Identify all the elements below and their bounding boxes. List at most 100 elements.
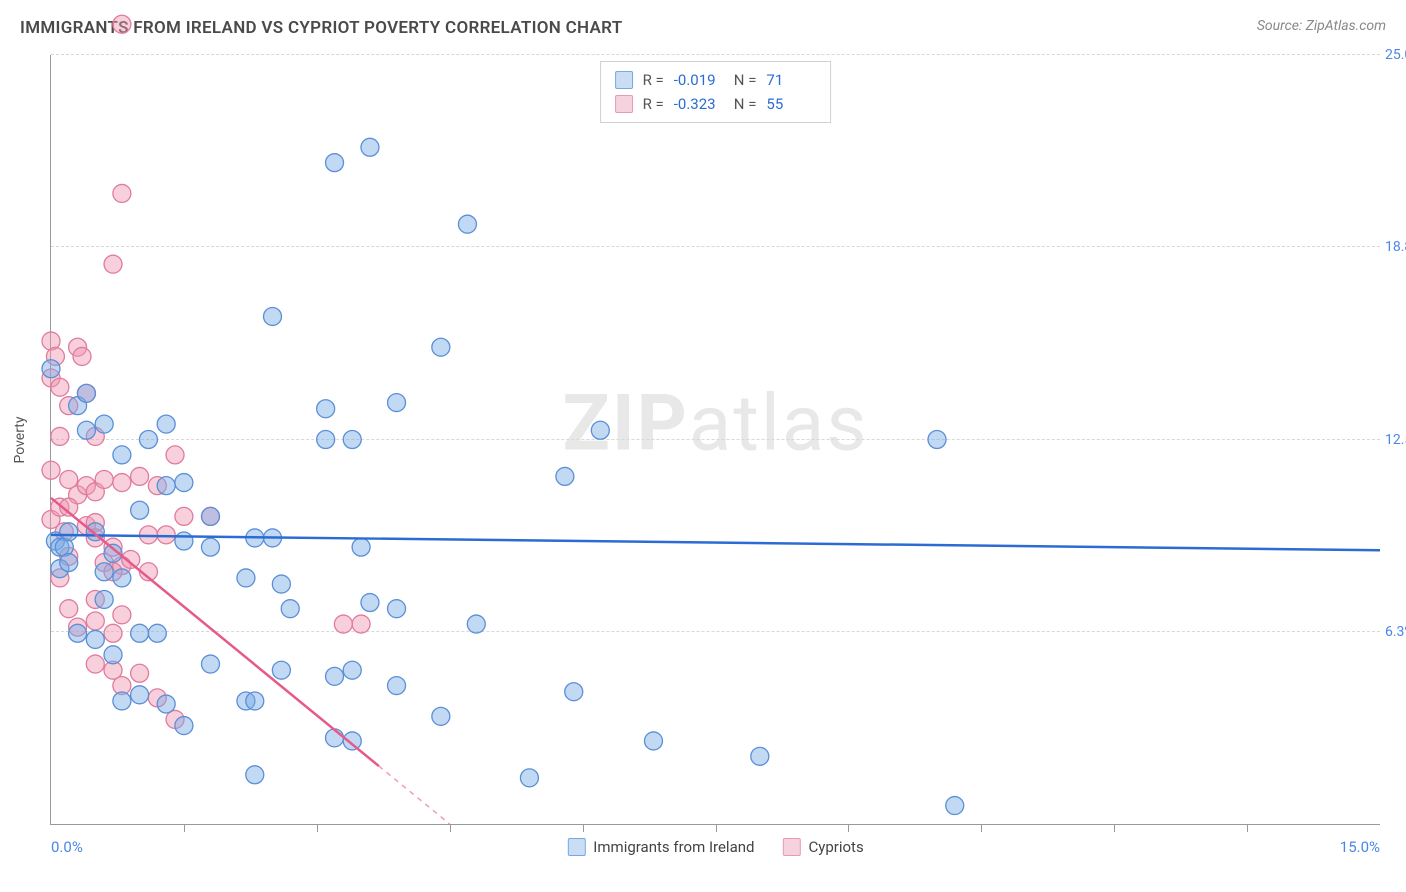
legend-item-blue: Immigrants from Ireland: [567, 838, 754, 856]
data-point: [69, 624, 87, 642]
y-tick-label: 6.3%: [1385, 624, 1406, 640]
data-point: [272, 575, 290, 593]
data-point: [51, 378, 69, 396]
x-tick: [848, 824, 849, 832]
data-point: [139, 431, 157, 449]
data-point: [42, 461, 60, 479]
data-point: [556, 467, 574, 485]
data-point: [175, 717, 193, 735]
swatch-blue-icon: [567, 838, 585, 856]
data-point: [343, 431, 361, 449]
y-axis-label: Poverty: [12, 416, 28, 463]
data-point: [60, 554, 78, 572]
source-label: Source: ZipAtlas.com: [1257, 18, 1386, 34]
y-tick-label: 18.8%: [1385, 239, 1406, 255]
x-tick: [184, 824, 185, 832]
data-point: [131, 501, 149, 519]
data-point: [317, 431, 335, 449]
data-point: [458, 215, 476, 233]
data-point: [157, 477, 175, 495]
data-point: [591, 421, 609, 439]
data-point: [201, 507, 219, 525]
y-tick-label: 12.5%: [1385, 432, 1406, 448]
swatch-pink: [615, 95, 633, 113]
data-point: [352, 538, 370, 556]
data-point: [467, 615, 485, 633]
data-point: [175, 507, 193, 525]
data-point: [131, 664, 149, 682]
r-value-pink: -0.323: [674, 92, 724, 116]
data-point: [751, 747, 769, 765]
data-point: [86, 655, 104, 673]
data-point: [175, 474, 193, 492]
data-point: [148, 624, 166, 642]
r-value-blue: -0.019: [674, 68, 724, 92]
x-tick: [317, 824, 318, 832]
swatch-pink-icon: [782, 838, 800, 856]
data-point: [946, 797, 964, 815]
data-point: [343, 732, 361, 750]
data-point: [95, 415, 113, 433]
y-tick-label: 25.0%: [1385, 47, 1406, 63]
n-value-blue: 71: [766, 68, 816, 92]
data-point: [60, 600, 78, 618]
x-axis-max: 15.0%: [1340, 838, 1380, 856]
data-point: [73, 347, 91, 365]
data-point: [113, 569, 131, 587]
data-point: [95, 590, 113, 608]
legend-label-blue: Immigrants from Ireland: [593, 838, 754, 856]
data-point: [77, 384, 95, 402]
data-point: [86, 612, 104, 630]
data-point: [928, 431, 946, 449]
bottom-legend: Immigrants from Ireland Cypriots: [567, 838, 863, 856]
data-point: [77, 421, 95, 439]
data-point: [157, 415, 175, 433]
data-point: [334, 615, 352, 633]
data-point: [131, 624, 149, 642]
data-point: [104, 624, 122, 642]
n-value-pink: 55: [766, 92, 816, 116]
data-point: [432, 338, 450, 356]
data-point: [113, 692, 131, 710]
data-point: [60, 523, 78, 541]
data-point: [565, 683, 583, 701]
data-point: [166, 446, 184, 464]
data-point: [104, 646, 122, 664]
data-point: [104, 255, 122, 273]
data-point: [86, 630, 104, 648]
swatch-blue: [615, 71, 633, 89]
chart-container: Poverty ZIPatlas 6.3%12.5%18.8%25.0% R =…: [50, 55, 1380, 825]
x-tick: [583, 824, 584, 832]
data-point: [95, 470, 113, 488]
data-point: [246, 692, 264, 710]
x-tick: [716, 824, 717, 832]
x-tick: [1247, 824, 1248, 832]
data-point: [326, 667, 344, 685]
data-point: [343, 661, 361, 679]
legend-item-pink: Cypriots: [782, 838, 863, 856]
stats-legend: R = -0.019 N = 71 R = -0.323 N = 55: [600, 61, 832, 123]
x-tick: [981, 824, 982, 832]
data-point: [326, 154, 344, 172]
data-point: [131, 467, 149, 485]
x-axis-min: 0.0%: [51, 838, 83, 856]
scatter-plot: [51, 55, 1380, 824]
x-tick: [450, 824, 451, 832]
data-point: [113, 606, 131, 624]
data-point: [326, 729, 344, 747]
trend-line-pink-dashed: [379, 766, 450, 824]
plot-area: ZIPatlas 6.3%12.5%18.8%25.0% R = -0.019 …: [50, 55, 1380, 825]
data-point: [388, 677, 406, 695]
data-point: [113, 474, 131, 492]
data-point: [432, 707, 450, 725]
data-point: [157, 695, 175, 713]
data-point: [42, 360, 60, 378]
data-point: [95, 563, 113, 581]
data-point: [113, 446, 131, 464]
data-point: [388, 394, 406, 412]
data-point: [113, 184, 131, 202]
data-point: [201, 655, 219, 673]
chart-title: IMMIGRANTS FROM IRELAND VS CYPRIOT POVER…: [20, 18, 623, 38]
data-point: [131, 686, 149, 704]
data-point: [281, 600, 299, 618]
